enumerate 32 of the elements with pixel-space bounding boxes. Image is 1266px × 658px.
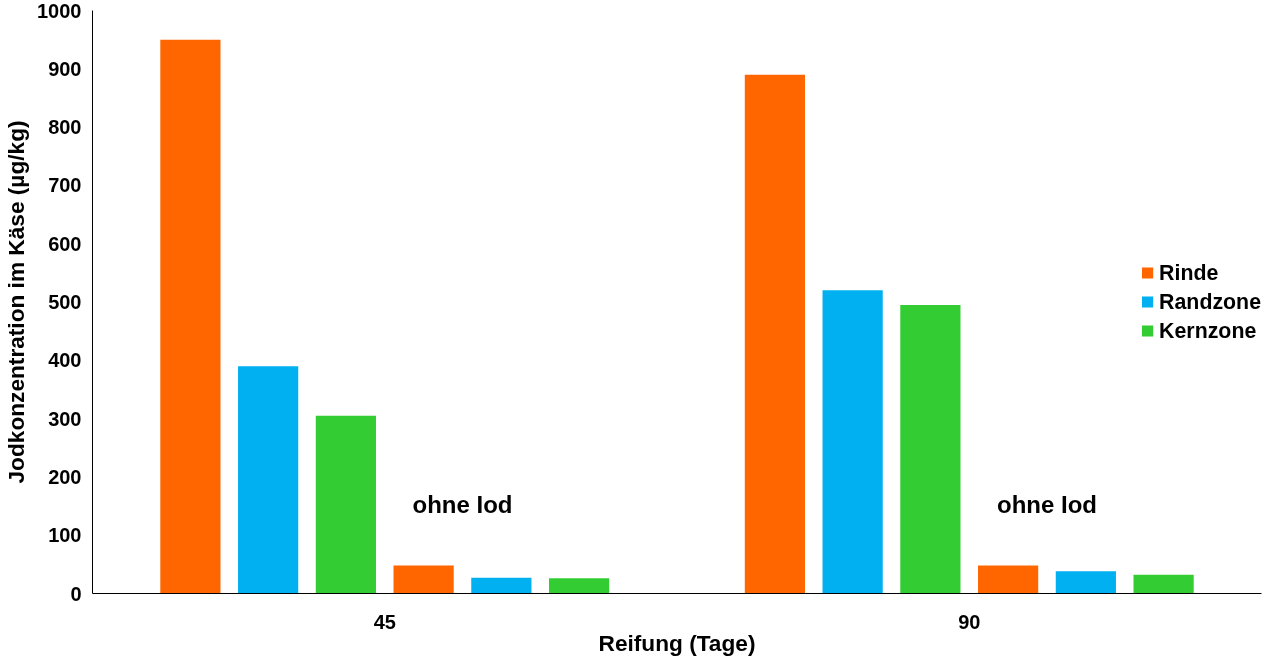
y-tick-label: 900 — [48, 57, 82, 80]
y-tick-label: 400 — [48, 349, 82, 372]
bar — [393, 565, 454, 594]
x-axis-title: Reifung (Tage) — [598, 629, 756, 656]
x-tick-label: 45 — [373, 610, 396, 633]
legend-label: Kernzone — [1159, 318, 1257, 343]
y-tick-label: 600 — [48, 232, 82, 255]
bar — [900, 304, 961, 594]
y-tick-label: 100 — [48, 524, 82, 547]
x-tick-label: 90 — [958, 610, 981, 633]
bar — [822, 290, 883, 594]
y-tick-label: 800 — [48, 116, 82, 139]
y-tick-label: 200 — [48, 465, 82, 488]
bar — [471, 577, 532, 594]
annotation: ohne Iod — [412, 490, 513, 518]
y-tick-label: 500 — [48, 291, 82, 313]
bar — [548, 578, 610, 594]
bar — [978, 565, 1039, 594]
bar — [1055, 571, 1116, 594]
legend-label: Rinde — [1159, 260, 1219, 285]
annotation: ohne Iod — [997, 490, 1097, 518]
bar — [238, 366, 299, 594]
legend-label: Randzone — [1159, 289, 1261, 314]
y-tick-label: 0 — [70, 582, 82, 605]
bar — [160, 39, 221, 594]
y-tick-label: 1000 — [37, 0, 82, 22]
y-axis-title: Jodkonzentration im Käse (µg/kg) — [3, 120, 30, 484]
bar — [1133, 574, 1194, 594]
y-tick-label: 300 — [48, 407, 82, 430]
y-tick-label: 700 — [48, 174, 82, 197]
bar — [315, 415, 376, 594]
bar — [744, 74, 806, 594]
